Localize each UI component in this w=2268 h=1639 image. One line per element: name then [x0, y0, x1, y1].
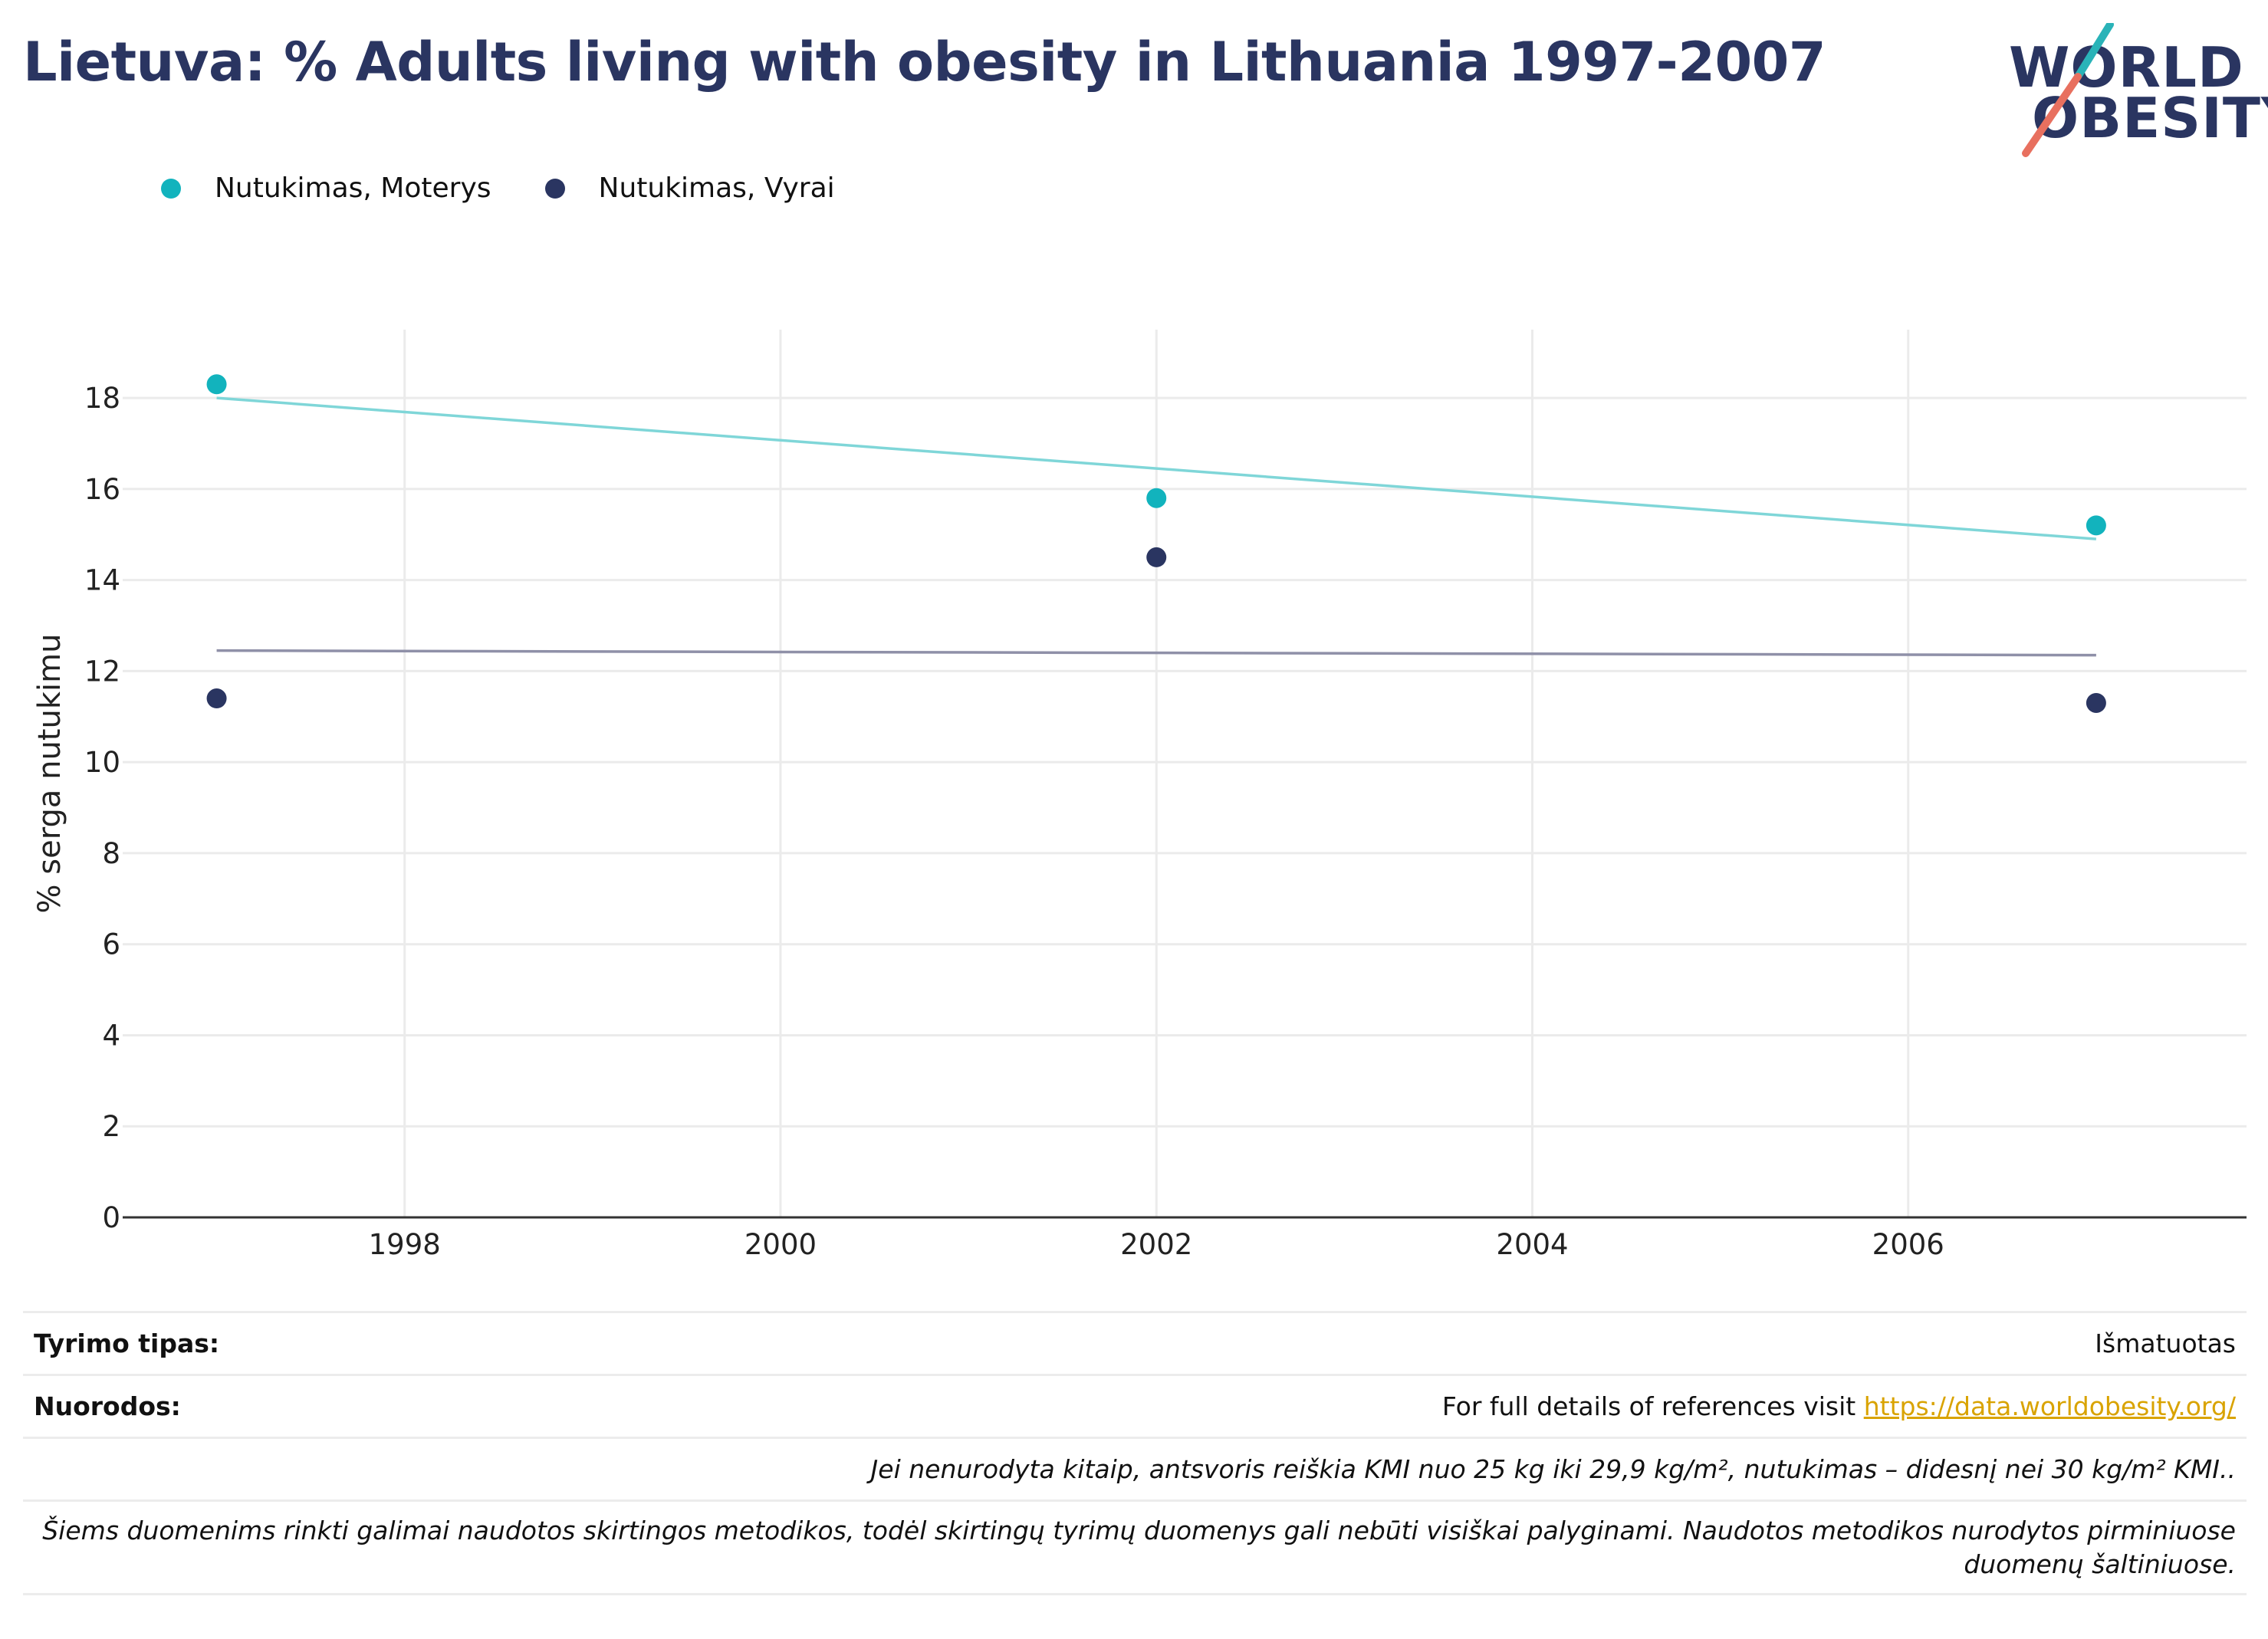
data-point-series-0-2007 [2086, 515, 2106, 536]
study-type-label: Tyrimo tipas: [34, 1329, 220, 1358]
footer-row-note1: Jei nenurodyta kitaip, antsvoris reiškia… [23, 1437, 2247, 1499]
data-point-series-1-2002 [1146, 547, 1167, 567]
x-tick-label-2006: 2006 [1872, 1228, 1944, 1261]
y-axis-title: % serga nutukimu [32, 634, 67, 914]
footer-note-methodology: Šiems duomenims rinkti galimai naudotos … [42, 1515, 2236, 1579]
data-point-series-1-1997 [206, 688, 227, 709]
y-tick-label-4: 4 [102, 1019, 120, 1052]
footer-row-note2: Šiems duomenims rinkti galimai naudotos … [23, 1499, 2247, 1595]
references-text: For full details of references visit [1441, 1391, 1864, 1421]
y-tick-label-8: 8 [102, 837, 120, 870]
footer-note-definitions: Jei nenurodyta kitaip, antsvoris reiškia… [870, 1454, 2236, 1484]
y-tick-label-6: 6 [102, 928, 120, 961]
legend-label-men: Nutukimas, Vyrai [598, 172, 835, 204]
chart-title: Lietuva: % Adults living with obesity in… [23, 31, 1826, 94]
study-type-value: Išmatuotas [2095, 1329, 2236, 1358]
footer-row-study-type: Tyrimo tipas: Išmatuotas [23, 1311, 2247, 1374]
y-tick-label-2: 2 [102, 1110, 120, 1143]
legend-marker-men [544, 178, 565, 199]
y-tick-label-16: 16 [84, 473, 120, 506]
x-tick-label-1998: 1998 [369, 1228, 441, 1261]
chart-footer: Tyrimo tipas: Išmatuotas Nuorodos: For f… [23, 1311, 2247, 1595]
y-tick-label-14: 14 [84, 564, 120, 597]
x-tick-label-2004: 2004 [1496, 1228, 1568, 1261]
scatter-chart: 1998 2000 2002 2004 2006 0 2 4 6 8 10 12 14 16 18 % ser… [32, 330, 2247, 1261]
legend: Nutukimas, Moterys Nutukimas, Vyrai [161, 172, 889, 204]
footer-row-references: Nuorodos: For full details of references… [23, 1374, 2247, 1437]
references-label: Nuorodos: [34, 1391, 181, 1421]
legend-item-men: Nutukimas, Vyrai [544, 172, 835, 204]
y-tick-label-12: 12 [84, 655, 120, 688]
legend-item-women: Nutukimas, Moterys [161, 172, 491, 204]
y-tick-label-0: 0 [102, 1201, 120, 1234]
legend-label-women: Nutukimas, Moterys [215, 172, 491, 204]
references-text-wrap: For full details of references visit htt… [1442, 1391, 2236, 1421]
logo-word-world: WORLD [2009, 35, 2244, 100]
data-point-series-0-1997 [206, 374, 227, 395]
trend-line-series-1 [216, 649, 2096, 657]
trend-line-series-0 [216, 396, 2097, 540]
x-tick-label-2002: 2002 [1120, 1228, 1192, 1261]
x-tick-label-2000: 2000 [744, 1228, 817, 1261]
data-point-series-0-2002 [1146, 488, 1167, 508]
logo-slash-icon [2022, 23, 2114, 157]
y-tick-label-10: 10 [84, 746, 120, 779]
y-tick-label-18: 18 [84, 382, 120, 415]
legend-marker-women [161, 178, 181, 199]
world-obesity-logo: WORLD OBESITY [2001, 23, 2268, 161]
logo-word-obesity: OBESITY [2032, 86, 2268, 150]
references-link[interactable]: https://data.worldobesity.org/ [1863, 1391, 2236, 1421]
data-point-series-1-2007 [2086, 692, 2106, 713]
